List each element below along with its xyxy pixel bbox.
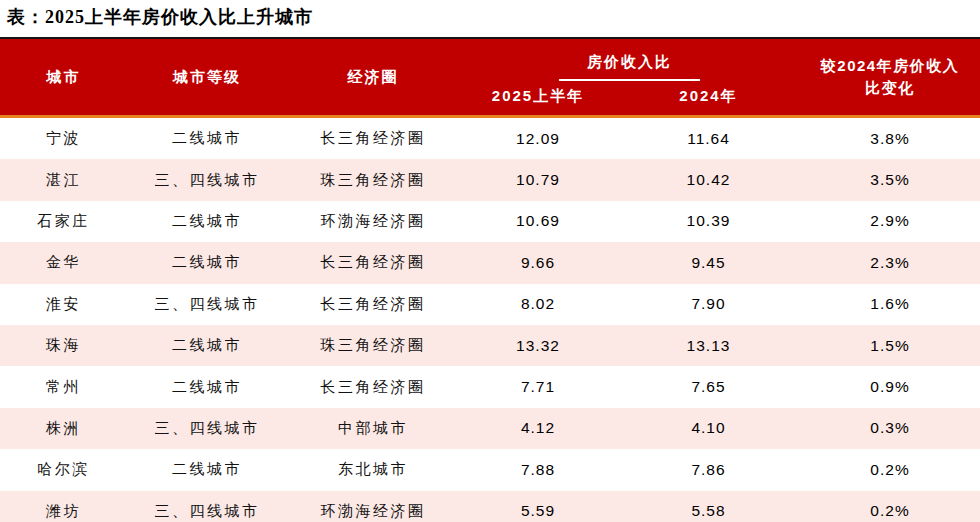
cell-region: 东北城市 (287, 449, 459, 490)
report-table-page: 表：2025上半年房价收入比上升城市 城市 城市等级 经济圈 房价收入比 较20… (0, 0, 980, 522)
cell-change: 1.6% (800, 284, 980, 325)
col-header-region: 经济圈 (287, 38, 459, 117)
table-header: 城市 城市等级 经济圈 房价收入比 较2024年房价收入 比变化 2025上半年… (0, 38, 980, 117)
cell-2024: 7.65 (617, 366, 800, 407)
cell-region: 珠三角经济圈 (287, 159, 459, 200)
table-row: 常州二线城市长三角经济圈7.717.650.9% (0, 366, 980, 407)
col-header-change-line1: 较2024年房价收入 (800, 55, 980, 77)
col-header-tier: 城市等级 (127, 38, 287, 117)
cell-region: 长三角经济圈 (287, 366, 459, 407)
cell-2024: 4.10 (617, 408, 800, 449)
cell-tier: 三、四线城市 (127, 408, 287, 449)
table-row: 珠海二线城市珠三角经济圈13.3213.131.5% (0, 325, 980, 366)
page-title: 表：2025上半年房价收入比上升城市 (0, 0, 980, 37)
cell-region: 长三角经济圈 (287, 242, 459, 283)
cell-2025h1: 5.59 (459, 491, 617, 522)
cell-tier: 二线城市 (127, 325, 287, 366)
cell-2024: 7.90 (617, 284, 800, 325)
data-table: 城市 城市等级 经济圈 房价收入比 较2024年房价收入 比变化 2025上半年… (0, 37, 980, 522)
cell-region: 珠三角经济圈 (287, 325, 459, 366)
cell-tier: 二线城市 (127, 366, 287, 407)
cell-city: 金华 (0, 242, 127, 283)
table-row: 金华二线城市长三角经济圈9.669.452.3% (0, 242, 980, 283)
cell-change: 0.2% (800, 491, 980, 522)
table-row: 淮安三、四线城市长三角经济圈8.027.901.6% (0, 284, 980, 325)
cell-change: 1.5% (800, 325, 980, 366)
cell-change: 2.3% (800, 242, 980, 283)
ratio-group-label: 房价收入比 (559, 45, 700, 81)
cell-region: 环渤海经济圈 (287, 201, 459, 242)
cell-city: 湛江 (0, 159, 127, 200)
cell-2025h1: 7.88 (459, 449, 617, 490)
cell-2025h1: 9.66 (459, 242, 617, 283)
cell-city: 潍坊 (0, 491, 127, 522)
cell-city: 淮安 (0, 284, 127, 325)
cell-2025h1: 10.79 (459, 159, 617, 200)
cell-2025h1: 13.32 (459, 325, 617, 366)
cell-region: 环渤海经济圈 (287, 491, 459, 522)
cell-region: 长三角经济圈 (287, 117, 459, 160)
cell-tier: 三、四线城市 (127, 284, 287, 325)
cell-change: 2.9% (800, 201, 980, 242)
cell-change: 0.3% (800, 408, 980, 449)
table-row: 石家庄二线城市环渤海经济圈10.6910.392.9% (0, 201, 980, 242)
cell-2024: 13.13 (617, 325, 800, 366)
col-header-change-line2: 比变化 (800, 77, 980, 99)
cell-tier: 三、四线城市 (127, 491, 287, 522)
table-row: 潍坊三、四线城市环渤海经济圈5.595.580.2% (0, 491, 980, 522)
cell-2025h1: 12.09 (459, 117, 617, 160)
cell-tier: 二线城市 (127, 242, 287, 283)
header-row-top: 城市 城市等级 经济圈 房价收入比 较2024年房价收入 比变化 (0, 38, 980, 81)
cell-tier: 三、四线城市 (127, 159, 287, 200)
col-header-ratio-group: 房价收入比 (459, 38, 800, 81)
cell-city: 株洲 (0, 408, 127, 449)
cell-2024: 7.86 (617, 449, 800, 490)
cell-tier: 二线城市 (127, 201, 287, 242)
cell-2024: 5.58 (617, 491, 800, 522)
cell-2025h1: 8.02 (459, 284, 617, 325)
cell-region: 长三角经济圈 (287, 284, 459, 325)
cell-2024: 10.39 (617, 201, 800, 242)
col-header-2025h1: 2025上半年 (459, 81, 617, 117)
table-row: 哈尔滨二线城市东北城市7.887.860.2% (0, 449, 980, 490)
cell-2024: 10.42 (617, 159, 800, 200)
cell-2025h1: 10.69 (459, 201, 617, 242)
cell-city: 石家庄 (0, 201, 127, 242)
table-row: 湛江三、四线城市珠三角经济圈10.7910.423.5% (0, 159, 980, 200)
cell-change: 0.2% (800, 449, 980, 490)
table-row: 宁波二线城市长三角经济圈12.0911.643.8% (0, 117, 980, 160)
cell-change: 3.8% (800, 117, 980, 160)
col-header-change: 较2024年房价收入 比变化 (800, 38, 980, 117)
cell-tier: 二线城市 (127, 449, 287, 490)
cell-city: 哈尔滨 (0, 449, 127, 490)
cell-2025h1: 4.12 (459, 408, 617, 449)
cell-city: 宁波 (0, 117, 127, 160)
cell-change: 3.5% (800, 159, 980, 200)
table-body: 宁波二线城市长三角经济圈12.0911.643.8%湛江三、四线城市珠三角经济圈… (0, 117, 980, 522)
cell-2024: 9.45 (617, 242, 800, 283)
cell-tier: 二线城市 (127, 117, 287, 160)
cell-city: 常州 (0, 366, 127, 407)
col-header-city: 城市 (0, 38, 127, 117)
cell-2025h1: 7.71 (459, 366, 617, 407)
table-row: 株洲三、四线城市中部城市4.124.100.3% (0, 408, 980, 449)
col-header-2024: 2024年 (617, 81, 800, 117)
cell-region: 中部城市 (287, 408, 459, 449)
cell-city: 珠海 (0, 325, 127, 366)
cell-change: 0.9% (800, 366, 980, 407)
cell-2024: 11.64 (617, 117, 800, 160)
